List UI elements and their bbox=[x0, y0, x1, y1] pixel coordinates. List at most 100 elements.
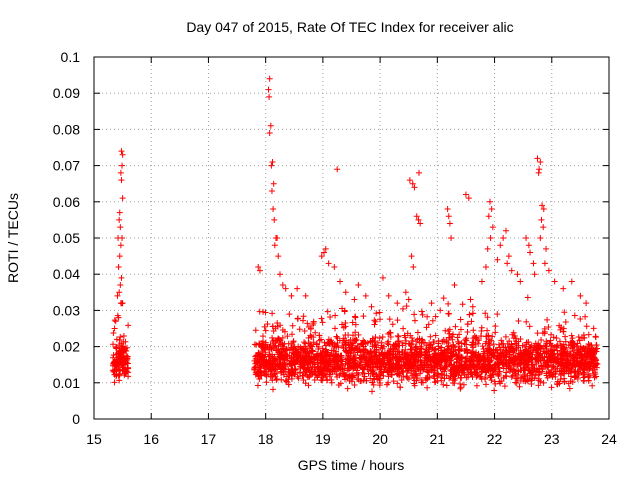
data-point bbox=[119, 162, 126, 169]
data-point bbox=[349, 319, 356, 326]
data-point bbox=[536, 351, 543, 358]
data-point bbox=[566, 352, 573, 359]
data-point bbox=[110, 330, 117, 337]
data-point bbox=[290, 369, 297, 376]
data-point bbox=[260, 308, 267, 315]
data-point bbox=[551, 343, 558, 350]
data-point bbox=[349, 340, 356, 347]
data-point bbox=[368, 354, 375, 361]
data-point bbox=[444, 346, 451, 353]
data-point bbox=[587, 353, 594, 360]
data-point bbox=[395, 342, 402, 349]
data-point bbox=[594, 360, 601, 367]
x-tick-label: 24 bbox=[601, 431, 617, 447]
data-point bbox=[543, 372, 550, 379]
data-point bbox=[332, 325, 339, 332]
y-tick-label: 0.04 bbox=[53, 266, 80, 282]
data-point bbox=[444, 206, 451, 213]
data-point bbox=[373, 346, 380, 353]
data-point bbox=[506, 338, 513, 345]
data-point bbox=[501, 383, 508, 390]
data-point bbox=[363, 377, 370, 384]
data-point bbox=[548, 342, 555, 349]
data-point bbox=[525, 366, 532, 373]
data-point bbox=[484, 345, 491, 352]
data-point bbox=[456, 347, 463, 354]
data-point bbox=[298, 361, 305, 368]
data-point bbox=[484, 245, 491, 252]
data-point bbox=[523, 339, 530, 346]
data-point bbox=[271, 242, 278, 249]
data-point bbox=[550, 363, 557, 370]
data-point bbox=[517, 366, 524, 373]
data-point bbox=[411, 184, 418, 191]
data-point bbox=[314, 364, 321, 371]
data-point bbox=[390, 378, 397, 385]
data-point bbox=[119, 195, 126, 202]
data-point bbox=[274, 323, 281, 330]
data-point bbox=[367, 348, 374, 355]
data-point bbox=[503, 353, 510, 360]
data-point bbox=[281, 361, 288, 368]
data-point bbox=[266, 130, 273, 137]
data-point bbox=[289, 366, 296, 373]
data-point bbox=[512, 379, 519, 386]
data-point bbox=[577, 315, 584, 322]
data-point bbox=[557, 326, 564, 333]
data-point bbox=[368, 303, 375, 310]
data-point bbox=[266, 75, 273, 82]
data-point bbox=[411, 311, 418, 318]
data-point bbox=[276, 271, 283, 278]
data-point bbox=[327, 314, 334, 321]
data-point bbox=[323, 353, 330, 360]
data-point bbox=[450, 341, 457, 348]
data-point bbox=[267, 359, 274, 366]
data-point bbox=[588, 342, 595, 349]
data-point bbox=[544, 316, 551, 323]
data-point bbox=[423, 347, 430, 354]
data-point bbox=[590, 370, 597, 377]
data-point bbox=[414, 336, 421, 343]
data-point bbox=[500, 374, 507, 381]
data-point bbox=[251, 366, 258, 373]
data-point bbox=[481, 366, 488, 373]
data-point bbox=[255, 349, 262, 356]
data-point bbox=[418, 308, 425, 315]
data-point bbox=[296, 326, 303, 333]
data-point bbox=[352, 337, 359, 344]
data-point bbox=[335, 381, 342, 388]
data-point bbox=[260, 345, 267, 352]
data-point bbox=[400, 305, 407, 312]
data-point bbox=[262, 339, 269, 346]
data-point bbox=[301, 339, 308, 346]
data-point bbox=[569, 338, 576, 345]
data-point bbox=[440, 381, 447, 388]
data-point bbox=[527, 356, 534, 363]
data-point bbox=[265, 353, 272, 360]
data-point bbox=[275, 253, 282, 260]
data-point bbox=[372, 318, 379, 325]
data-point bbox=[261, 356, 268, 363]
data-point bbox=[577, 292, 584, 299]
data-point bbox=[262, 309, 269, 316]
data-point bbox=[459, 354, 466, 361]
data-point bbox=[414, 329, 421, 336]
data-point bbox=[118, 300, 125, 307]
data-point bbox=[325, 363, 332, 370]
data-point bbox=[310, 318, 317, 325]
data-point bbox=[494, 256, 501, 263]
data-point bbox=[485, 354, 492, 361]
data-point bbox=[451, 282, 458, 289]
data-point bbox=[498, 337, 505, 344]
data-point bbox=[321, 360, 328, 367]
y-tick-label: 0 bbox=[72, 411, 80, 427]
data-point bbox=[510, 335, 517, 342]
data-point bbox=[117, 334, 124, 341]
data-point bbox=[379, 274, 386, 281]
data-point bbox=[548, 331, 555, 338]
data-point bbox=[314, 374, 321, 381]
data-point bbox=[524, 372, 531, 379]
data-point bbox=[574, 340, 581, 347]
data-point bbox=[279, 345, 286, 352]
data-point bbox=[431, 364, 438, 371]
